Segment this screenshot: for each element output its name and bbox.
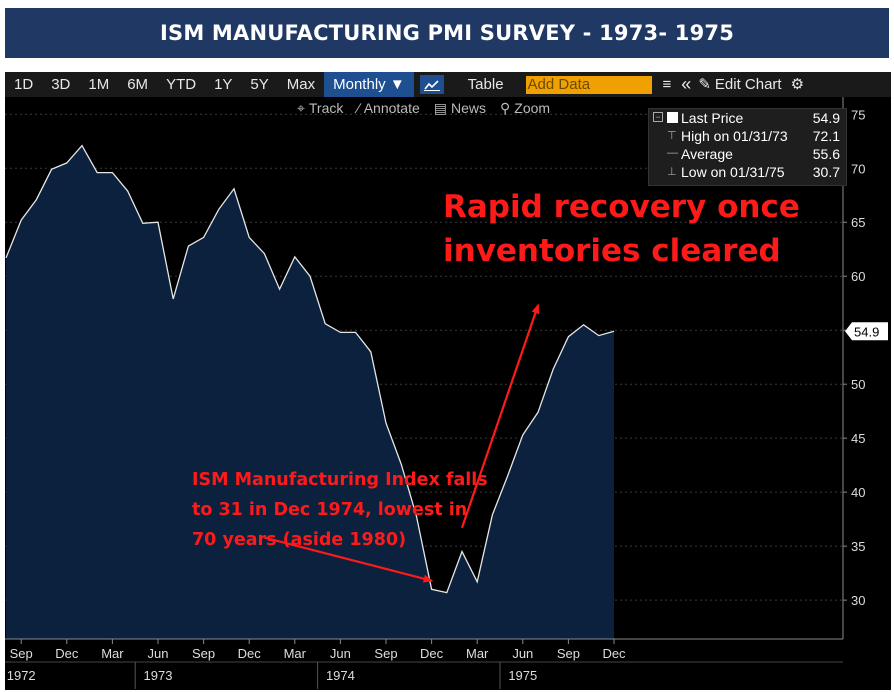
x-tick-label: Dec	[55, 646, 79, 661]
track-tool[interactable]: ⌖ Track	[290, 100, 350, 117]
x-tick-label: Jun	[330, 646, 351, 661]
annotate-tool[interactable]: ∕ Annotate	[350, 100, 426, 116]
legend-value: 55.6	[812, 146, 840, 162]
edit-chart-button[interactable]: Edit Chart	[714, 76, 782, 93]
y-tick-label: 70	[851, 161, 865, 176]
add-data-input[interactable]: Add Data	[525, 75, 652, 94]
period-3d-button[interactable]: 3D	[51, 76, 71, 93]
period-ytd-button[interactable]: YTD	[166, 76, 197, 93]
x-tick-label: Dec	[602, 646, 626, 661]
period-5y-button[interactable]: 5Y	[250, 76, 269, 93]
line-chart-icon[interactable]	[419, 75, 444, 94]
legend-label: High on 01/31/73	[681, 128, 788, 144]
y-tick-label: 40	[851, 485, 865, 500]
x-tick-label: Dec	[420, 646, 444, 661]
trough-arrow	[264, 536, 434, 583]
bloomberg-chart-panel: 3035404550556065707554.9SepDecMarJunSepD…	[5, 72, 891, 690]
x-tick-label: Jun	[148, 646, 169, 661]
trough-annotation-line: ISM Manufacturing Index falls	[192, 470, 488, 490]
y-tick-label: 65	[851, 215, 865, 230]
x-axis-band	[5, 639, 891, 690]
table-view-button[interactable]: Table	[467, 76, 504, 93]
recovery-arrow	[460, 303, 540, 529]
legend-row-average: — Average 55.6	[649, 146, 846, 163]
crosshair-icon: ⌖	[297, 99, 305, 116]
legend-value: 54.9	[812, 110, 840, 126]
recovery-annotation-line: inventories cleared	[443, 233, 781, 269]
period-6m-button[interactable]: 6M	[127, 76, 149, 93]
magnifier-icon: ⚲	[500, 99, 511, 116]
legend-value: 72.1	[812, 128, 840, 144]
legend: − Last Price 54.9 ⊤ High on 01/31/73 72.…	[648, 108, 847, 186]
news-label: News	[451, 100, 487, 116]
x-year-label: 1972	[7, 668, 36, 683]
news-tool[interactable]: ▤ News	[427, 100, 493, 117]
y-tick-label: 75	[851, 107, 865, 122]
x-year-label: 1974	[326, 668, 355, 683]
x-tick-label: Sep	[192, 646, 215, 661]
legend-swatch-white	[667, 112, 678, 123]
y-tick-label: 30	[851, 593, 865, 608]
news-icon: ▤	[433, 99, 448, 116]
trough-annotation-line: to 31 in Dec 1974, lowest in	[192, 500, 468, 520]
chart-svg: 3035404550556065707554.9SepDecMarJunSepD…	[5, 97, 891, 690]
annotate-line-icon: ∕	[357, 100, 360, 116]
settings-gear-icon[interactable]: ⚙	[790, 76, 805, 93]
y-tick-label: 35	[851, 539, 865, 554]
x-tick-label: Mar	[466, 646, 489, 661]
legend-label: Last Price	[681, 110, 744, 126]
high-marker-icon: ⊤	[667, 130, 677, 142]
page-title: ISM MANUFACTURING PMI SURVEY - 1973- 197…	[159, 21, 735, 45]
pencil-icon[interactable]: ✎	[698, 76, 711, 93]
pmi-area-fill	[6, 145, 614, 639]
menu-filter-icon[interactable]: ≡	[662, 76, 672, 93]
last-price-tag-label: 54.9	[854, 324, 879, 339]
x-tick-label: Dec	[238, 646, 262, 661]
legend-row-high: ⊤ High on 01/31/73 72.1	[649, 128, 846, 145]
legend-label: Average	[681, 146, 733, 162]
chart-toolbar: 1D 3D 1M 6M YTD 1Y 5Y Max Monthly ▼ Tabl…	[5, 72, 891, 97]
x-tick-label: Sep	[557, 646, 580, 661]
legend-value: 30.7	[812, 164, 840, 180]
legend-row-low: ⊥ Low on 01/31/75 30.7	[649, 164, 846, 181]
annotate-label: Annotate	[363, 100, 420, 116]
legend-row-last-price: − Last Price 54.9	[649, 110, 846, 127]
x-year-label: 1973	[144, 668, 173, 683]
period-1d-button[interactable]: 1D	[14, 76, 34, 93]
trough-annotation-line: 70 years (aside 1980)	[192, 530, 407, 550]
x-tick-label: Jun	[512, 646, 533, 661]
zoom-tool[interactable]: ⚲ Zoom	[493, 100, 557, 117]
period-max-button[interactable]: Max	[286, 76, 316, 93]
x-tick-label: Mar	[284, 646, 307, 661]
collapse-left-icon[interactable]: «	[681, 74, 692, 94]
chart-title-banner: ISM MANUFACTURING PMI SURVEY - 1973- 197…	[5, 8, 889, 58]
trough-annotation: ISM Manufacturing Index falls to 31 in D…	[192, 465, 488, 555]
average-marker-icon: —	[667, 147, 678, 159]
zoom-label: Zoom	[514, 100, 551, 116]
legend-collapse-icon[interactable]: −	[653, 112, 663, 122]
track-label: Track	[308, 100, 344, 116]
y-tick-label: 60	[851, 269, 865, 284]
x-tick-label: Sep	[10, 646, 33, 661]
y-tick-label: 45	[851, 431, 865, 446]
legend-label: Low on 01/31/75	[681, 164, 785, 180]
y-tick-label: 50	[851, 377, 865, 392]
x-tick-label: Mar	[101, 646, 124, 661]
x-year-label: 1975	[508, 668, 537, 683]
period-1m-button[interactable]: 1M	[88, 76, 110, 93]
low-marker-icon: ⊥	[667, 166, 677, 178]
pmi-series-line	[5, 144, 615, 594]
last-price-tag	[845, 322, 888, 341]
frequency-dropdown[interactable]: Monthly ▼	[324, 72, 414, 97]
period-1y-button[interactable]: 1Y	[214, 76, 233, 93]
x-tick-label: Sep	[374, 646, 397, 661]
chart-subtoolbar: ⌖ Track ∕ Annotate ▤ News ⚲ Zoom	[290, 97, 557, 119]
recovery-annotation-line: Rapid recovery once	[443, 189, 800, 225]
recovery-annotation: Rapid recovery once inventories cleared	[443, 185, 800, 273]
